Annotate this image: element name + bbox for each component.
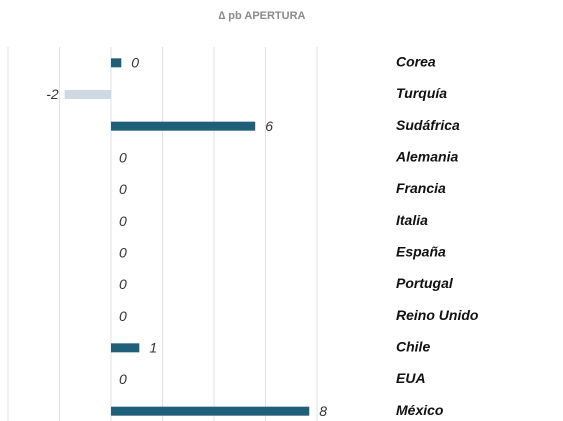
value-label: 1 [149,340,157,356]
category-label: México [396,402,444,418]
category-label: Reino Unido [396,307,479,323]
value-label: -2 [46,86,59,102]
bar [111,121,256,131]
value-label: 0 [119,150,127,166]
bar [111,58,122,68]
value-label: 0 [119,371,127,387]
chart-title: ∆ pb APERTURA [219,10,306,22]
bar [111,343,140,353]
category-label: Corea [396,54,436,70]
value-label: 0 [119,213,127,229]
category-label: Portugal [396,275,454,291]
bar [64,90,111,99]
category-label: EUA [396,370,426,386]
value-label: 0 [119,308,127,324]
value-label: 6 [265,118,273,134]
category-label: Italia [396,212,428,228]
value-label: 8 [319,403,327,419]
value-label: 0 [119,181,127,197]
category-label: Turquía [396,85,447,101]
value-label: 0 [131,55,139,71]
category-label: Sudáfrica [396,117,460,133]
bar [111,406,310,416]
category-label: Francia [396,180,446,196]
value-label: 0 [119,276,127,292]
value-label: 0 [119,245,127,261]
category-label: España [396,244,446,260]
category-label: Chile [396,339,430,355]
category-label: Alemania [395,149,458,165]
